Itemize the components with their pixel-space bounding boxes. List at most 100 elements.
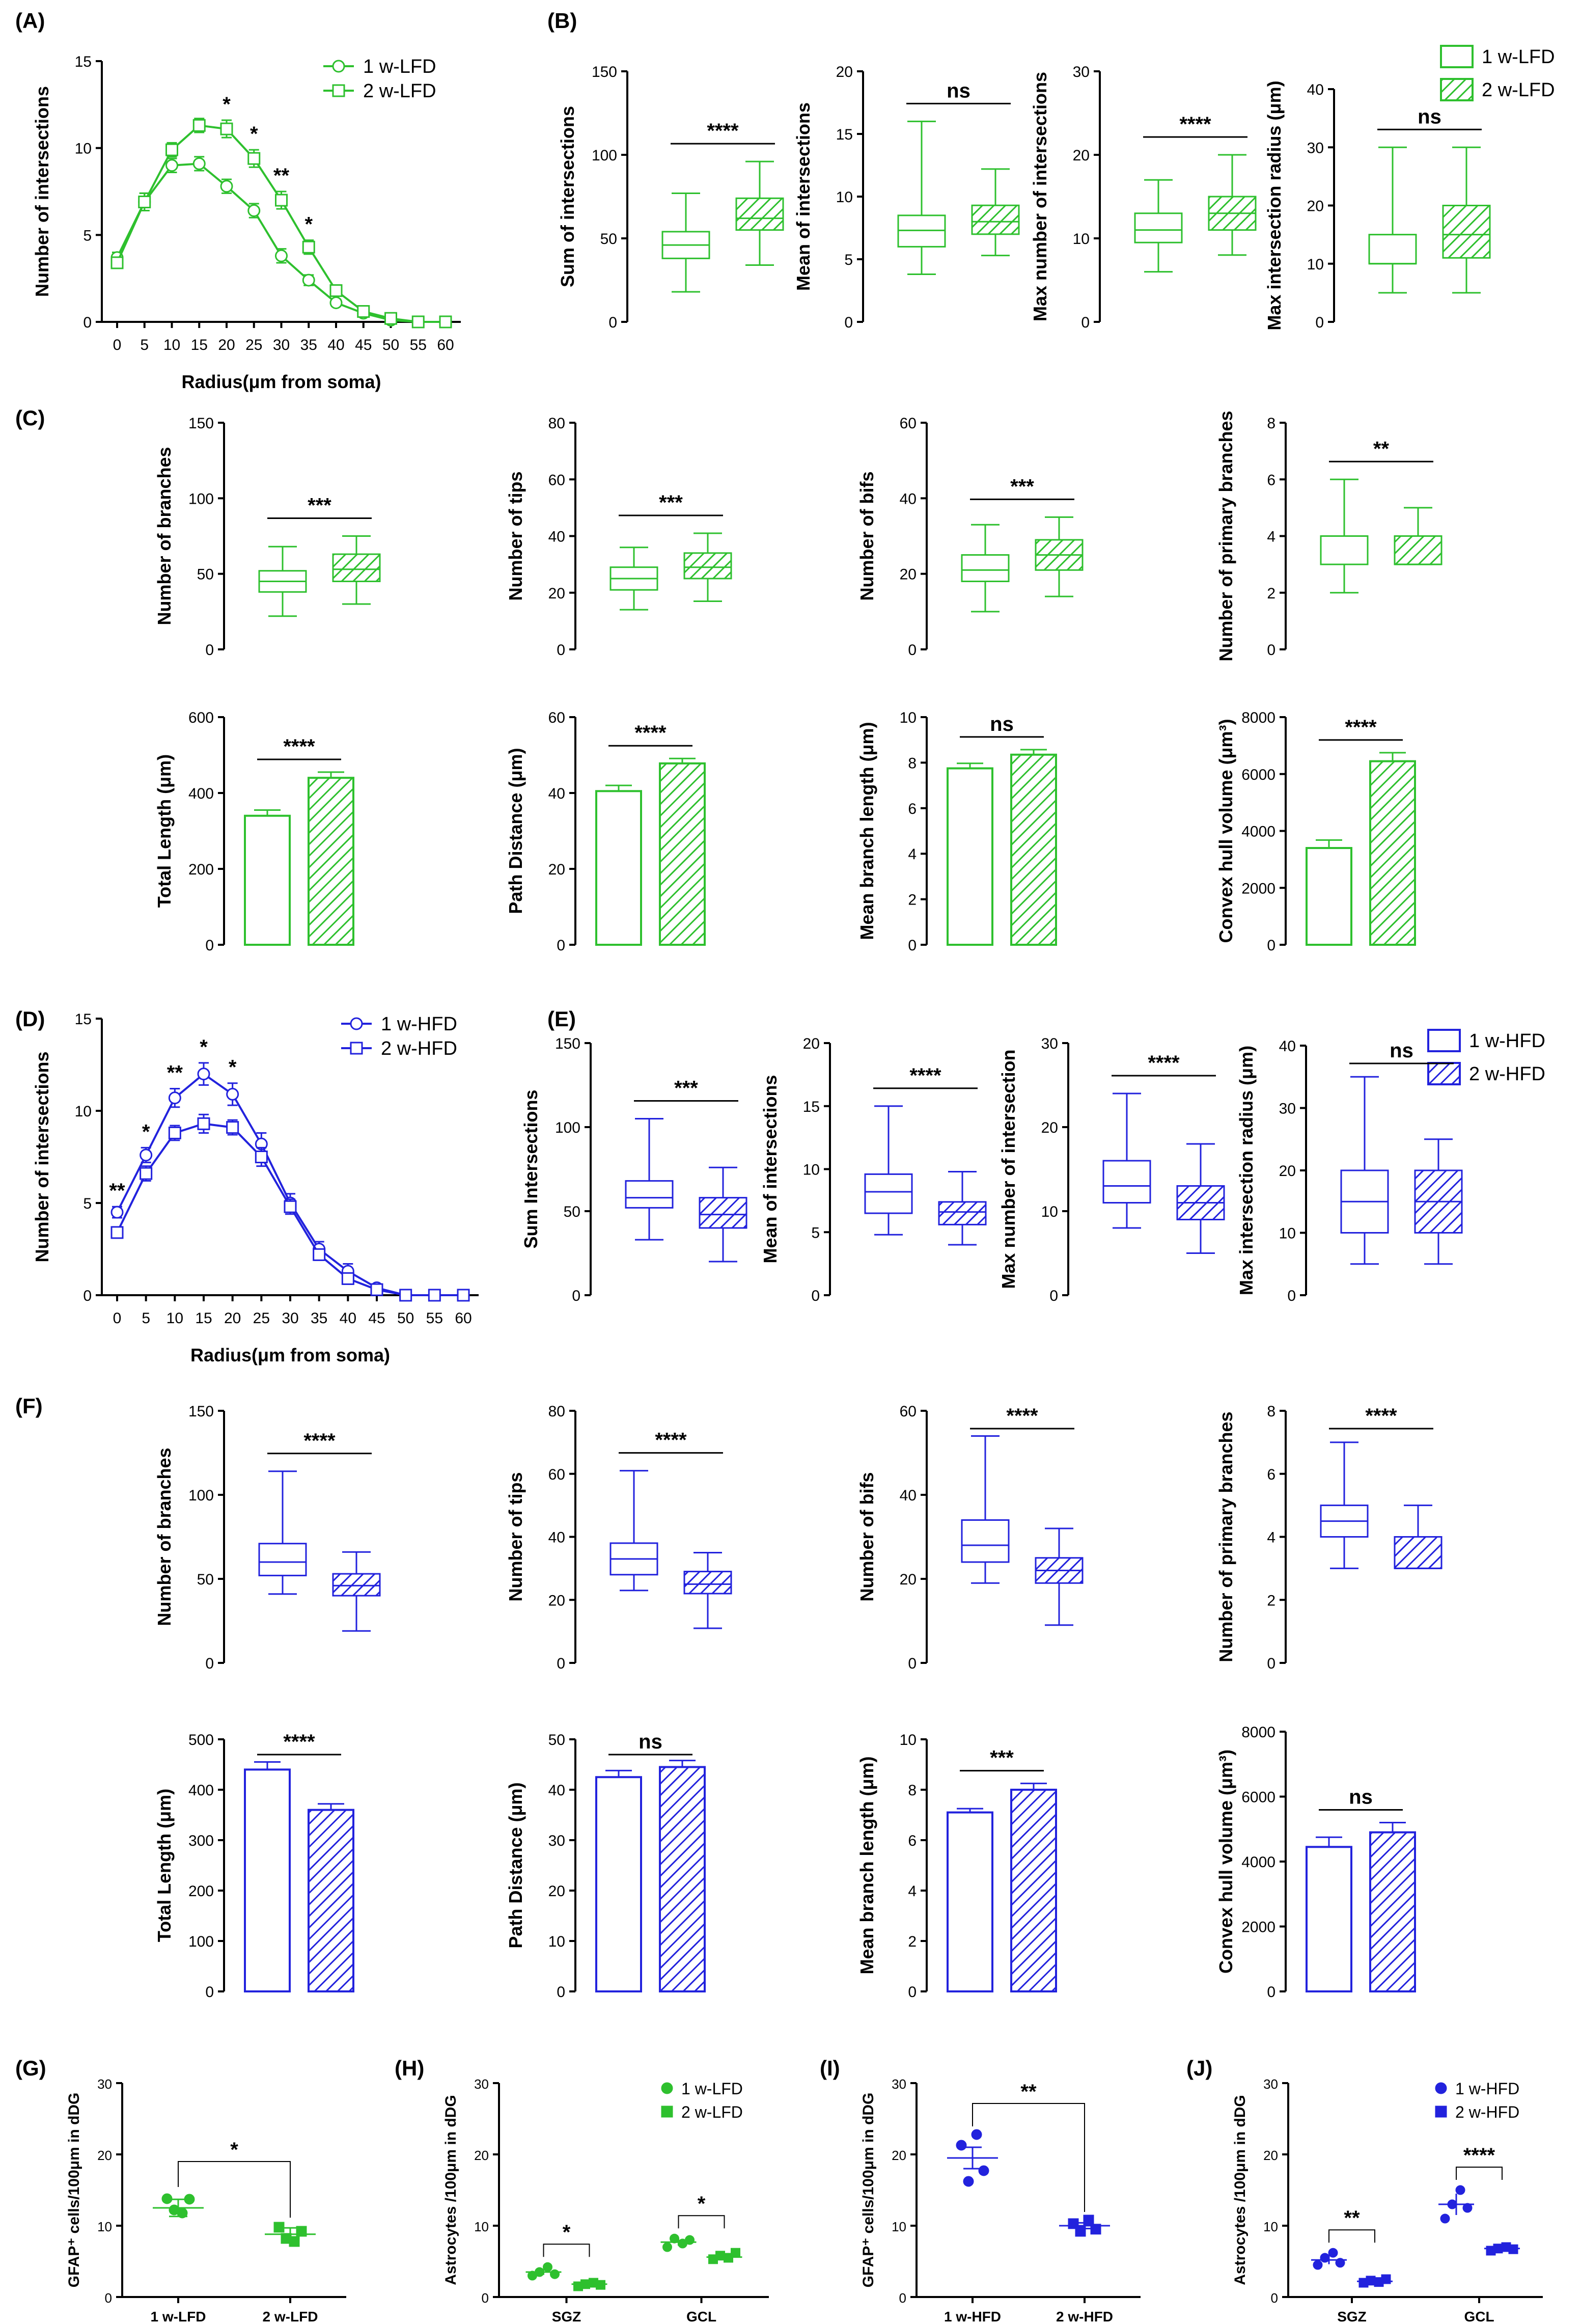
y-tick-label: 2000 (1241, 880, 1275, 897)
data-point-square (341, 1272, 354, 1285)
y-tick-label: 600 (188, 709, 214, 726)
y-axis-label: Number of primary branches (1215, 411, 1236, 661)
data-point-circle (329, 296, 343, 309)
x-tick-label: 2 w-LFD (263, 2309, 318, 2324)
bar (595, 1776, 642, 1992)
significance-text: **** (303, 1430, 336, 1452)
y-tick-label: 0 (1267, 1984, 1275, 2001)
y-tick-label: 40 (900, 1487, 917, 1504)
y-axis-label: Number of intersections (32, 86, 52, 297)
bar (1010, 753, 1057, 946)
y-axis-label: Mean of intersections (760, 1075, 781, 1263)
y-tick-label: 30 (1041, 1035, 1058, 1052)
bar (308, 1809, 354, 1993)
y-tick-label: 400 (188, 1782, 214, 1799)
box-iqr (961, 1519, 1010, 1563)
y-tick-label: 80 (548, 415, 565, 432)
legend-label: 2 w-LFD (363, 80, 436, 102)
y-tick-label: 0 (608, 314, 617, 331)
y-tick-label: 0 (105, 2290, 112, 2306)
bar (1369, 760, 1416, 946)
bar (244, 814, 291, 946)
legend-marker (1435, 2082, 1447, 2094)
y-axis-label: Max number of intersections (1030, 72, 1050, 321)
data-point-square (192, 119, 206, 132)
y-tick-label: 80 (548, 1403, 565, 1420)
y-tick-label: 30 (548, 1833, 565, 1849)
y-tick-label: 20 (900, 1571, 917, 1588)
data-point-circle (197, 1068, 210, 1081)
x-tick-label: 45 (368, 1310, 385, 1327)
data-point-circle (140, 1149, 153, 1162)
panel-label-d: (D) (15, 1007, 45, 1031)
y-tick-label: 10 (892, 2219, 906, 2234)
bar (1306, 847, 1352, 946)
chart-c5: 0 200 400 600 Total Length (μm) **** (154, 709, 354, 954)
y-tick-label: 0 (205, 937, 214, 954)
y-tick-label: 20 (548, 861, 565, 878)
data-point-circle (971, 2129, 982, 2140)
y-axis-label: Max number of intersection (998, 1049, 1019, 1289)
y-tick-label: 20 (1263, 2148, 1278, 2163)
chart-c7: 0 2 4 6 8 10 Mean branch length (μm) ns (856, 709, 1057, 954)
x-tick-label: 5 (140, 337, 149, 353)
y-axis-label: Number of bifs (856, 471, 877, 600)
y-tick-label: 8000 (1241, 1724, 1275, 1741)
y-axis-label: Total Length (μm) (154, 754, 175, 908)
legend-label: 1 w-LFD (681, 2080, 743, 2098)
box-iqr (1394, 535, 1443, 565)
y-tick-label: 10 (97, 2219, 112, 2234)
x-tick-label: 55 (410, 337, 427, 353)
legend-swatch-1w (1427, 1029, 1461, 1052)
x-tick-label: 55 (426, 1310, 443, 1327)
significance-bracket (972, 2103, 1085, 2212)
y-tick-label: 500 (188, 1732, 214, 1748)
y-tick-label: 8000 (1241, 709, 1275, 726)
y-tick-label: 0 (557, 937, 565, 954)
y-tick-label: 50 (197, 566, 214, 583)
legend-marker (350, 1042, 363, 1055)
y-tick-label: 0 (1315, 314, 1324, 331)
y-tick-label: 10 (1073, 231, 1090, 248)
chart-b3: 0 10 20 30 Max number of intersections **** (1030, 64, 1257, 331)
data-point-circle (226, 1087, 239, 1101)
y-tick-label: 0 (1267, 1655, 1275, 1672)
bar (1369, 1831, 1416, 1992)
chart-f8: 0 2000 4000 6000 8000 Convex hull volume (μm³… (1215, 1724, 1416, 2001)
y-tick-label: 2 (1267, 585, 1275, 602)
significance-annotation: ** (109, 1180, 125, 1202)
y-tick-label: 0 (557, 642, 565, 659)
chart-e4: 0 10 20 30 40 Max intersection radius (μm) ns (1236, 1038, 1463, 1304)
y-tick-label: 40 (548, 785, 565, 802)
legend-label: 1 w-LFD (363, 56, 436, 77)
x-tick-label: 20 (224, 1310, 241, 1327)
data-point-square (197, 1117, 210, 1130)
y-tick-label: 8 (1267, 1403, 1275, 1420)
legend-swatch-2w (1427, 1062, 1461, 1085)
x-tick-label: 20 (218, 337, 235, 353)
x-tick-label: 10 (167, 1310, 183, 1327)
y-tick-label: 2 (1267, 1592, 1275, 1609)
x-tick-label: 25 (253, 1310, 270, 1327)
y-tick-label: 30 (474, 2076, 489, 2092)
data-point-square (357, 305, 370, 318)
significance-text: *** (308, 495, 331, 517)
y-tick-label: 20 (548, 585, 565, 602)
data-point-circle (956, 2140, 967, 2151)
y-tick-label: 60 (548, 1466, 565, 1483)
y-axis-label: Number of bifs (856, 1472, 877, 1601)
y-tick-label: 40 (900, 490, 917, 507)
y-tick-label: 0 (908, 1655, 917, 1672)
chart-e1: 0 50 100 150 Sum Intersections *** (520, 1035, 747, 1304)
y-tick-label: 40 (548, 1529, 565, 1546)
data-point-square (284, 1200, 297, 1213)
data-point-square (247, 152, 261, 165)
y-tick-label: 0 (557, 1984, 565, 2001)
data-point-circle (275, 249, 288, 262)
y-tick-label: 150 (188, 415, 214, 432)
x-tick-label: 5 (142, 1310, 150, 1327)
y-tick-label: 30 (1073, 64, 1090, 80)
box-iqr (971, 204, 1020, 235)
y-tick-label: 60 (900, 415, 917, 432)
y-axis-label: Sum of intersections (557, 106, 578, 287)
